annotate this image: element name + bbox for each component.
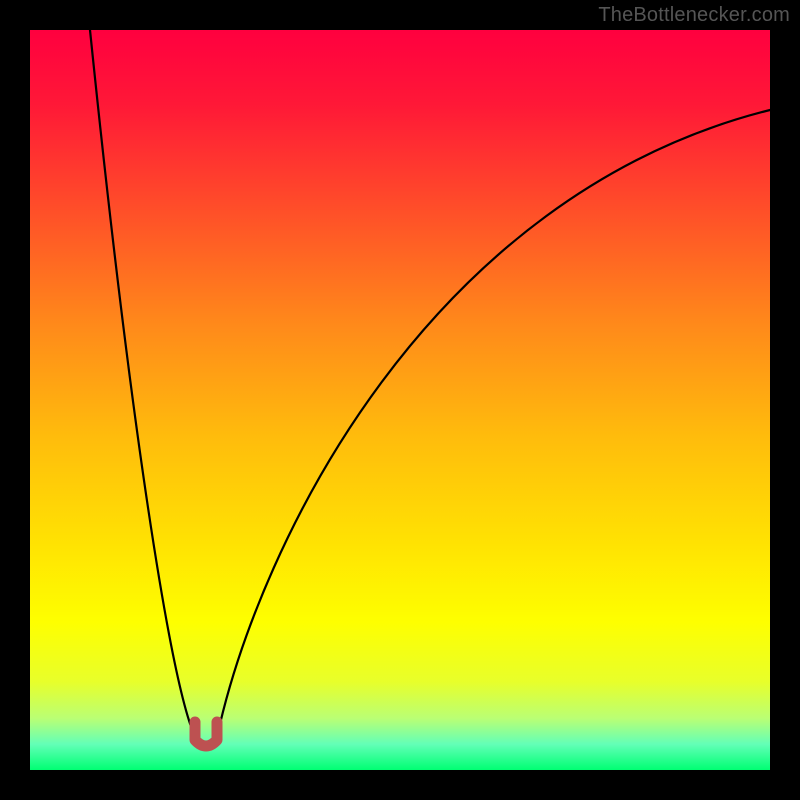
bottleneck-chart-svg: [0, 0, 800, 800]
chart-stage: TheBottlenecker.com: [0, 0, 800, 800]
watermark-text: TheBottlenecker.com: [598, 4, 790, 27]
plot-area: [30, 30, 770, 770]
